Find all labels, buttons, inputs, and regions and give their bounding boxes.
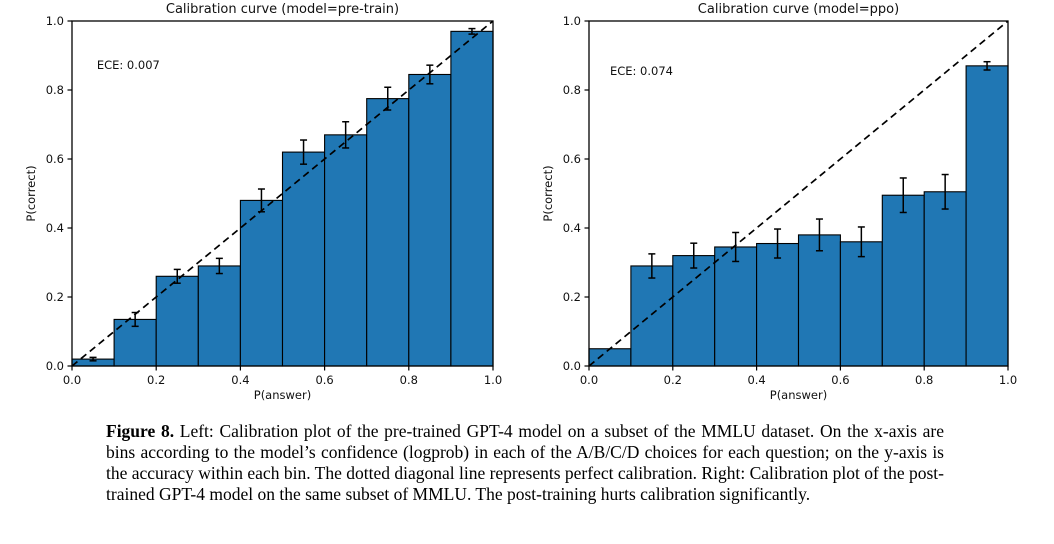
y-tick-label: 0.4 <box>46 221 64 235</box>
bar-bin-2 <box>155 275 199 367</box>
bar-bin-9 <box>450 30 494 367</box>
x-tick-label: 0.8 <box>400 373 418 387</box>
y-tick-label: 0.8 <box>563 83 581 97</box>
bar-bin-4 <box>239 199 284 367</box>
x-tick-label: 0.2 <box>147 373 165 387</box>
x-tick-label: 1.0 <box>484 373 502 387</box>
chart-title: Calibration curve (model=ppo) <box>698 2 899 17</box>
bar-bin-7 <box>366 98 410 367</box>
error-bar-bin-5 <box>300 139 308 165</box>
error-bar-bin-1 <box>131 311 139 328</box>
error-bar-bin-8 <box>426 64 434 85</box>
error-bar-bin-2 <box>173 268 181 284</box>
error-bar-bin-3 <box>732 231 740 263</box>
error-bar-bin-5 <box>815 218 823 252</box>
y-tick-label: 0.6 <box>46 152 64 166</box>
bar-bin-4 <box>756 242 800 367</box>
ece-annotation: ECE: 0.007 <box>97 58 160 72</box>
bar-bin-8 <box>923 191 967 367</box>
ece-annotation: ECE: 0.074 <box>610 64 673 78</box>
error-bar-bin-9 <box>983 60 991 71</box>
y-tick-label: 0.6 <box>563 152 581 166</box>
figure-caption-text: Left: Calibration plot of the pre-traine… <box>106 421 944 504</box>
x-tick-label: 0.4 <box>747 373 765 387</box>
error-bar-bin-0 <box>89 356 97 362</box>
figure-caption-label: Figure 8. <box>106 421 175 441</box>
y-tick-label: 0.4 <box>563 221 581 235</box>
bar-bin-5 <box>797 234 841 367</box>
y-tick-label: 1.0 <box>563 14 581 28</box>
error-bar-bin-8 <box>941 173 949 210</box>
error-bar-bin-3 <box>215 257 223 275</box>
x-axis-label: P(answer) <box>770 388 827 402</box>
x-tick-label: 1.0 <box>999 373 1017 387</box>
error-bar-bin-6 <box>342 120 350 149</box>
bar-bin-8 <box>408 73 452 367</box>
error-bar-bin-2 <box>690 242 698 269</box>
bar-bin-6 <box>839 241 883 367</box>
error-bar-bin-4 <box>774 228 782 259</box>
x-tick-label: 0.2 <box>664 373 682 387</box>
bar-bin-7 <box>881 194 925 367</box>
perfect-calibration-line <box>71 20 494 367</box>
error-bar-bin-1 <box>648 253 656 279</box>
y-axis-label: P(correct) <box>24 165 38 221</box>
bar-bin-6 <box>324 134 368 367</box>
y-tick-label: 0.2 <box>46 290 64 304</box>
bar-bin-2 <box>672 255 716 367</box>
plot-border <box>588 20 1009 367</box>
y-tick-label: 0.0 <box>46 359 64 373</box>
x-axis-label: P(answer) <box>254 388 311 402</box>
x-tick-label: 0.6 <box>831 373 849 387</box>
x-tick-label: 0.6 <box>315 373 333 387</box>
plot-border <box>71 20 494 367</box>
x-tick-label: 0.8 <box>915 373 933 387</box>
calibration-chart-pretrain: 0.0 0.2 0.4 0.6 0.8 1.0 0.0 0.2 0.4 0.6 0.8 1.0 Cali… <box>24 2 502 402</box>
bar-bin-0 <box>588 348 632 367</box>
calibration-chart-ppo: 0.0 0.2 0.4 0.6 0.8 1.0 0.0 0.2 0.4 0.6 0.8 1.0 Cali… <box>541 2 1017 402</box>
y-tick-label: 0.0 <box>563 359 581 373</box>
error-bar-bin-9 <box>468 27 476 35</box>
x-tick-label: 0.0 <box>580 373 598 387</box>
bar-bin-5 <box>281 151 326 367</box>
bar-bin-9 <box>965 65 1009 367</box>
y-tick-label: 0.2 <box>563 290 581 304</box>
y-tick-label: 0.8 <box>46 83 64 97</box>
error-bar-bin-7 <box>899 177 907 214</box>
x-tick-label: 0.4 <box>231 373 249 387</box>
perfect-calibration-line <box>588 20 1009 367</box>
bar-bin-3 <box>197 265 241 367</box>
y-tick-label: 1.0 <box>46 14 64 28</box>
error-bar-bin-4 <box>257 188 265 213</box>
error-bar-bin-7 <box>384 86 392 111</box>
y-axis-label: P(correct) <box>541 165 555 221</box>
figure-caption: Figure 8. Left: Calibration plot of the … <box>106 421 944 505</box>
error-bar-bin-6 <box>857 226 865 258</box>
chart-title: Calibration curve (model=pre-train) <box>166 2 399 17</box>
bar-bin-3 <box>714 246 758 367</box>
bar-bin-1 <box>630 265 674 367</box>
x-tick-label: 0.0 <box>63 373 81 387</box>
